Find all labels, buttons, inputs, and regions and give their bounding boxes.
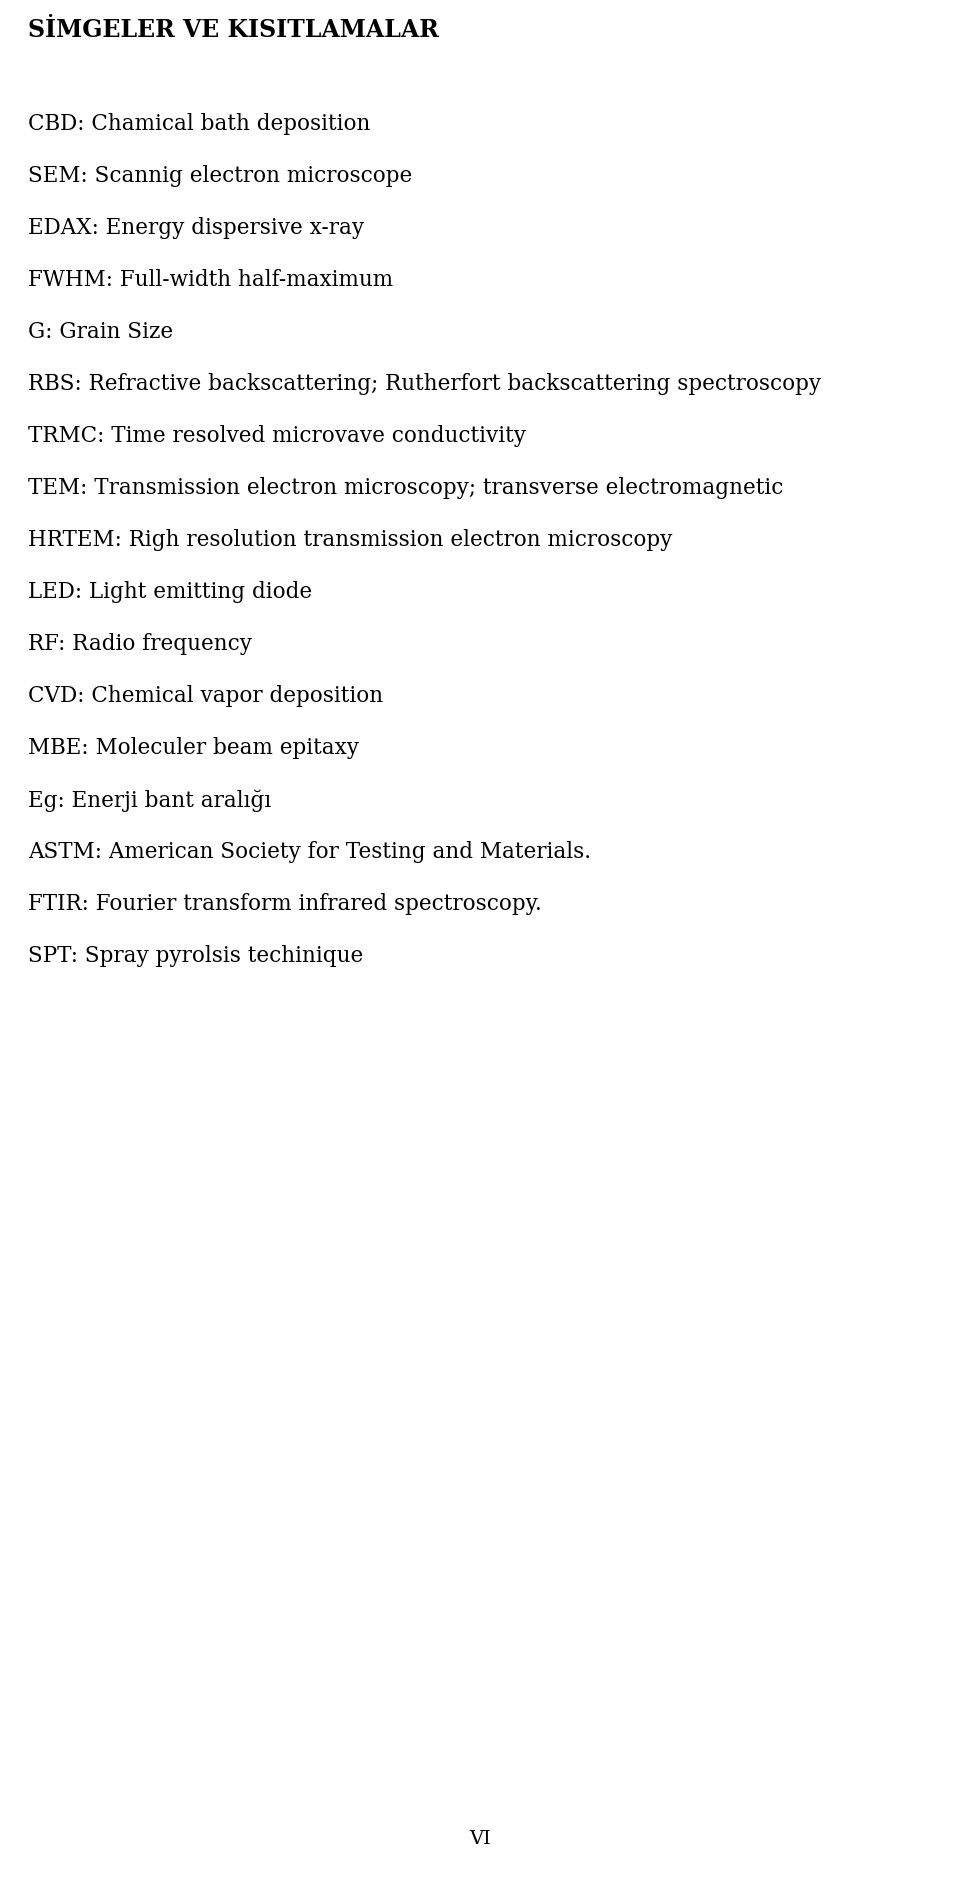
Text: FTIR: Fourier transform infrared spectroscopy.: FTIR: Fourier transform infrared spectro… xyxy=(28,893,541,916)
Text: CBD: Chamical bath deposition: CBD: Chamical bath deposition xyxy=(28,113,371,136)
Text: SİMGELER VE KISITLAMALAR: SİMGELER VE KISITLAMALAR xyxy=(28,19,439,42)
Text: TEM: Transmission electron microscopy; transverse electromagnetic: TEM: Transmission electron microscopy; t… xyxy=(28,478,783,498)
Text: RBS: Refractive backscattering; Rutherfort backscattering spectroscopy: RBS: Refractive backscattering; Rutherfo… xyxy=(28,374,821,395)
Text: VI: VI xyxy=(469,1829,491,1848)
Text: MBE: Moleculer beam epitaxy: MBE: Moleculer beam epitaxy xyxy=(28,736,359,759)
Text: G: Grain Size: G: Grain Size xyxy=(28,321,173,344)
Text: FWHM: Full-width half-maximum: FWHM: Full-width half-maximum xyxy=(28,268,394,291)
Text: EDAX: Energy dispersive x-ray: EDAX: Energy dispersive x-ray xyxy=(28,217,364,240)
Text: CVD: Chemical vapor deposition: CVD: Chemical vapor deposition xyxy=(28,685,383,706)
Text: TRMC: Time resolved microvave conductivity: TRMC: Time resolved microvave conductivi… xyxy=(28,425,526,447)
Text: HRTEM: Righ resolution transmission electron microscopy: HRTEM: Righ resolution transmission elec… xyxy=(28,529,672,551)
Text: RF: Radio frequency: RF: Radio frequency xyxy=(28,632,252,655)
Text: SPT: Spray pyrolsis techinique: SPT: Spray pyrolsis techinique xyxy=(28,946,363,967)
Text: LED: Light emitting diode: LED: Light emitting diode xyxy=(28,582,312,602)
Text: Eg: Enerji bant aralığı: Eg: Enerji bant aralığı xyxy=(28,789,272,812)
Text: SEM: Scannig electron microscope: SEM: Scannig electron microscope xyxy=(28,164,412,187)
Text: ASTM: American Society for Testing and Materials.: ASTM: American Society for Testing and M… xyxy=(28,840,591,863)
